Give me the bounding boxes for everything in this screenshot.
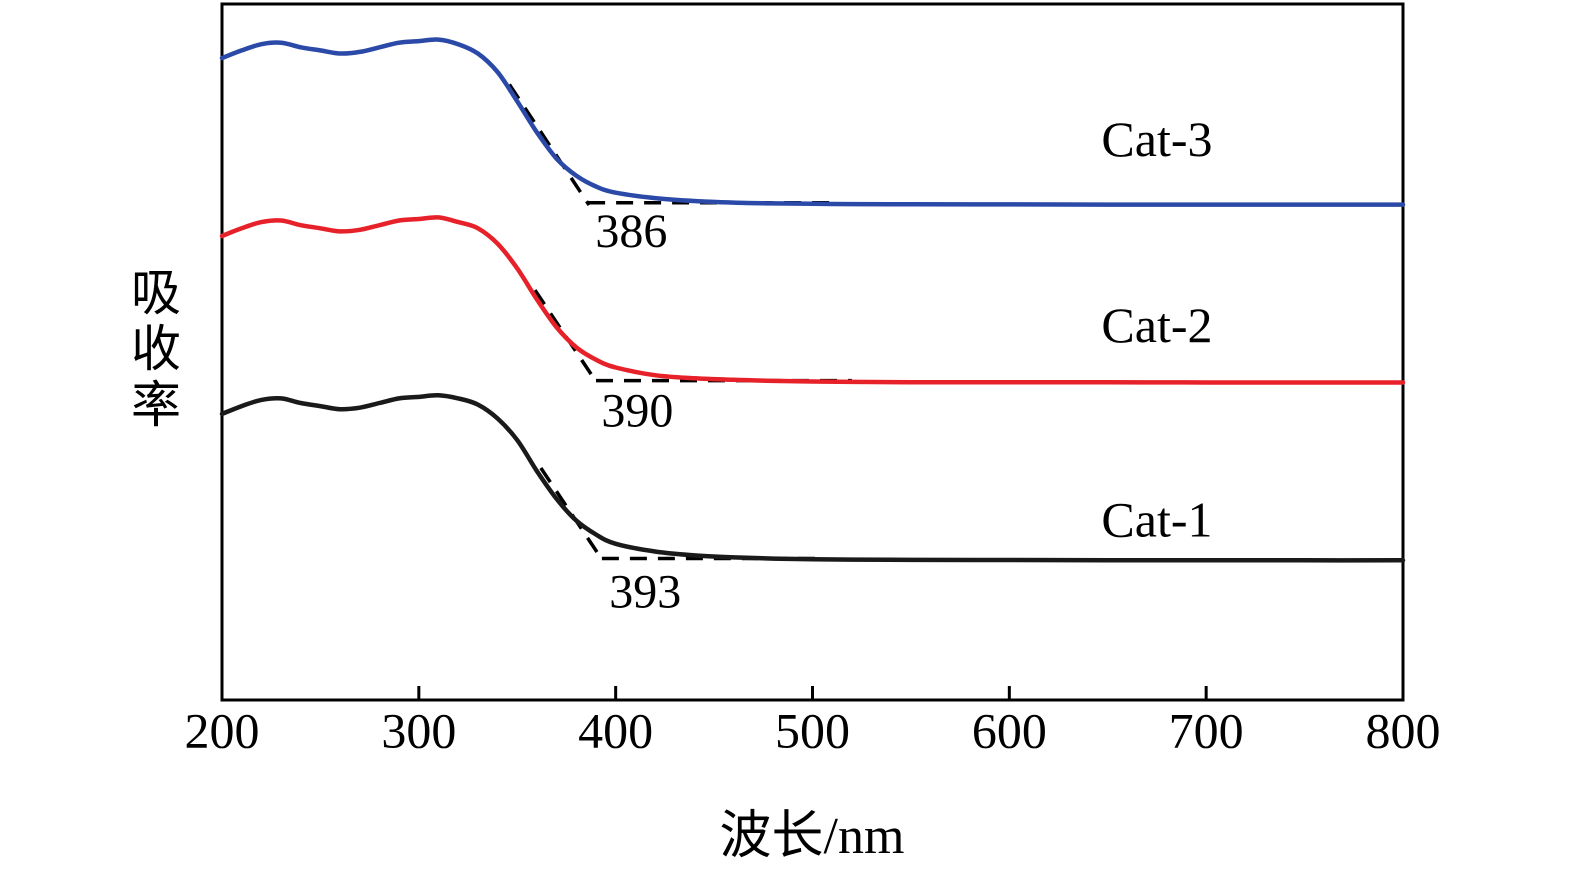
- edge-tangent-dash-cat-2: [533, 289, 599, 384]
- edge-wavelength-label-393: 393: [609, 565, 681, 618]
- edge-tangent-dash-cat-3: [507, 83, 591, 207]
- series-label-cat-2: Cat-2: [1101, 297, 1212, 353]
- series-label-cat-1: Cat-1: [1101, 492, 1212, 548]
- spectrum-line-cat-3: [219, 37, 1406, 207]
- x-tick-label: 400: [578, 702, 653, 758]
- x-tick-label: 200: [185, 702, 260, 758]
- x-tick-label: 700: [1169, 702, 1244, 758]
- x-tick-label: 800: [1366, 702, 1441, 758]
- x-axis-title: 波长/nm: [719, 808, 905, 865]
- spectrum-line-cat-1: [219, 393, 1406, 563]
- edge-wavelength-label-390: 390: [601, 384, 673, 437]
- x-tick-label: 600: [972, 702, 1047, 758]
- x-tick-label: 500: [775, 702, 850, 758]
- x-tick-label: 300: [381, 702, 456, 758]
- y-axis-title: 吸收率: [124, 266, 180, 434]
- series-label-cat-3: Cat-3: [1101, 111, 1212, 167]
- spectrum-line-cat-2: [219, 215, 1406, 385]
- plot-border: [220, 2, 1405, 702]
- edge-wavelength-label-386: 386: [595, 205, 667, 258]
- edge-tangent-dash-cat-1: [539, 467, 605, 562]
